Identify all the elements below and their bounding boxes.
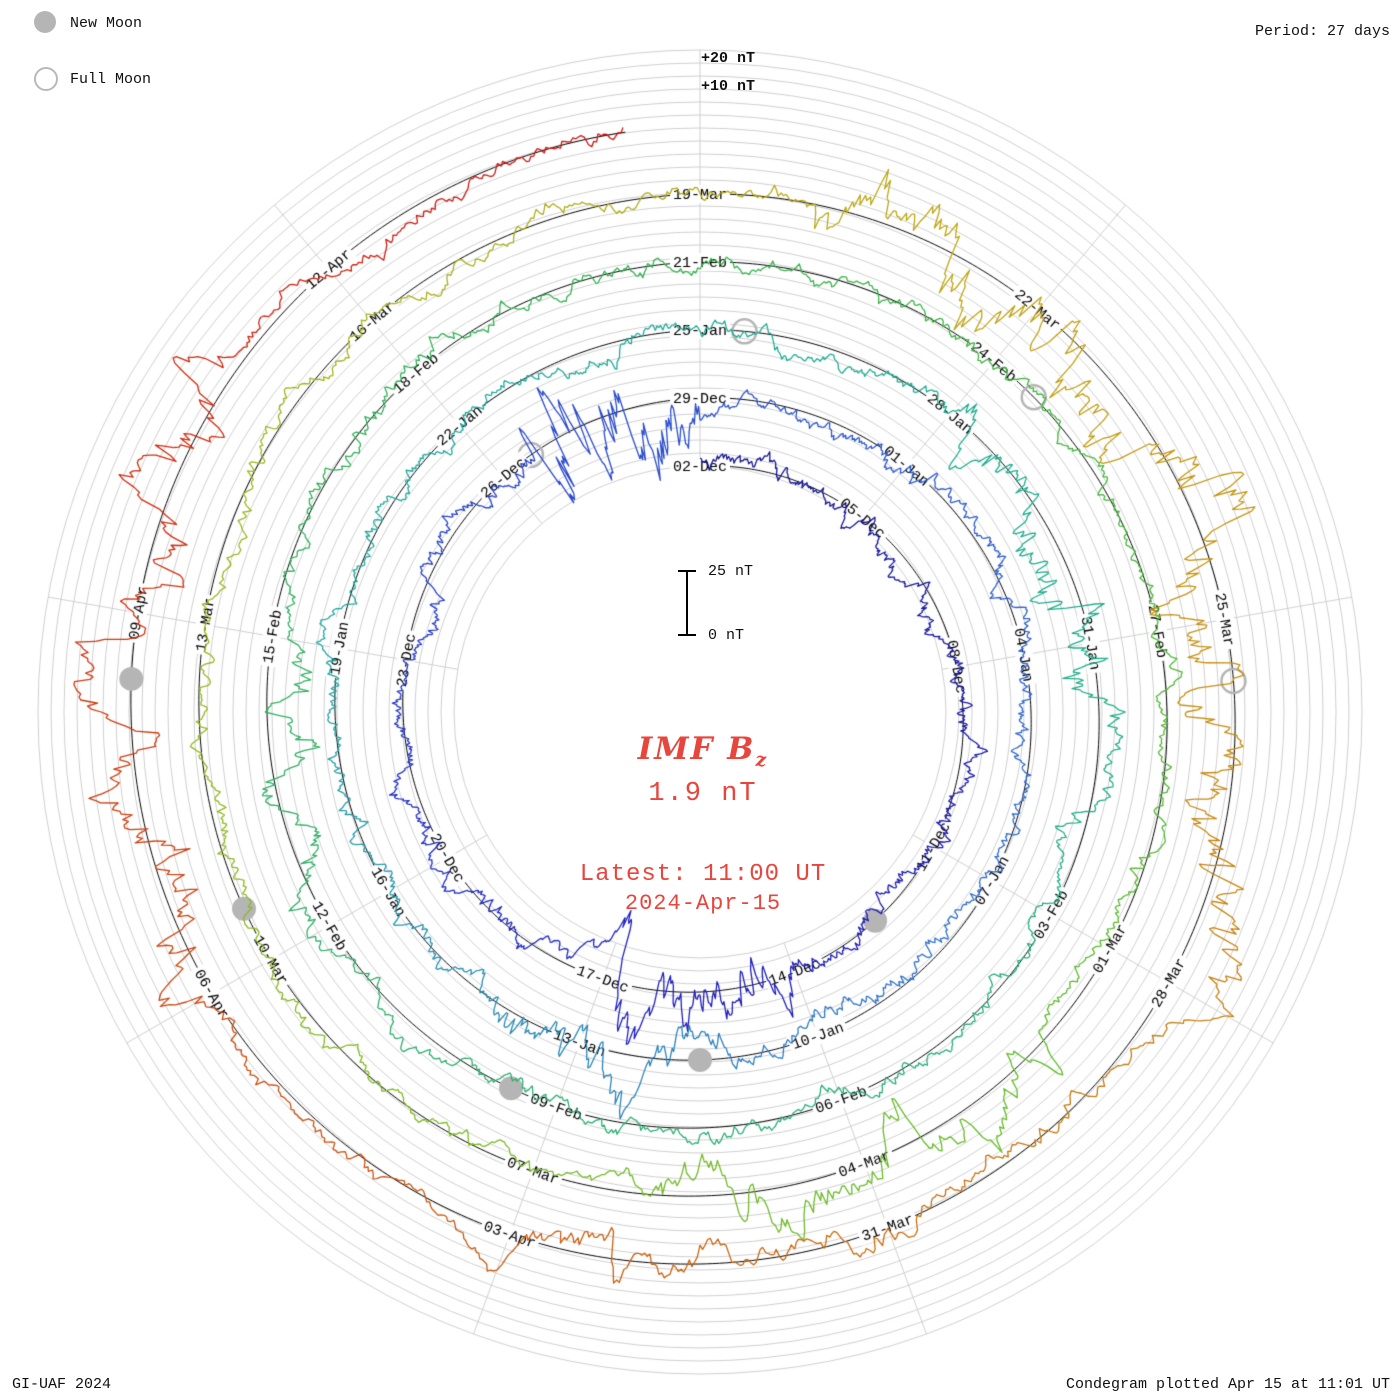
full-moon-legend-label: Full Moon (70, 71, 152, 88)
scale-bar: 25 nT 0 nT (672, 563, 802, 646)
current-value: 1.9 nT (648, 779, 758, 809)
period-label: Period: 27 days (1254, 23, 1390, 40)
credit-label: GI-UAF 2024 (12, 1376, 112, 1393)
scale-bar-stem (686, 570, 688, 636)
scale-bar-top-label: 25 nT (708, 563, 754, 580)
scale-bar-bottom-cap (678, 634, 696, 636)
chart-title-main: IMF B (637, 731, 756, 767)
chart-title-subscript: z (755, 749, 769, 772)
axis-label-plus20: +20 nT (701, 50, 756, 67)
new-moon-legend-label: New Moon (70, 15, 143, 32)
new-moon-icon (34, 11, 56, 33)
full-moon-icon (34, 67, 58, 91)
scale-bar-bottom-label: 0 nT (708, 627, 745, 644)
latest-time-label: Latest: 11:00 UT (579, 861, 827, 888)
latest-date-label: 2024-Apr-15 (624, 891, 782, 916)
chart-title: IMF Bz (638, 731, 769, 771)
axis-label-plus10: +10 nT (701, 78, 756, 95)
plotted-label: Condegram plotted Apr 15 at 11:01 UT (1065, 1376, 1390, 1393)
